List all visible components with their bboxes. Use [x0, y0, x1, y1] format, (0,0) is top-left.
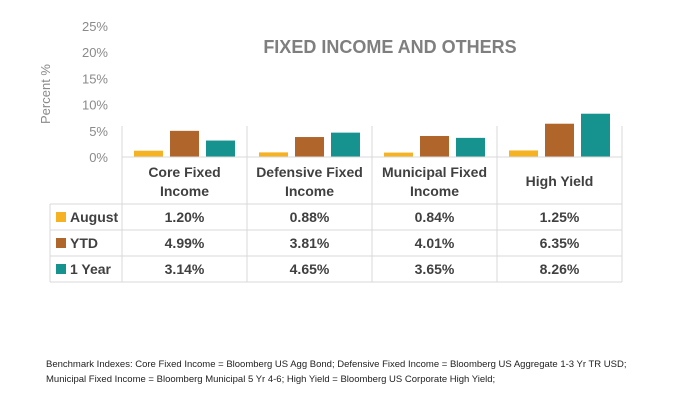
bar-ytd	[170, 130, 199, 157]
y-tick-label: 10%	[82, 98, 108, 113]
footnote-line: Municipal Fixed Income = Bloomberg Munic…	[46, 374, 496, 385]
legend-swatch	[56, 212, 66, 222]
category-label: High Yield	[526, 173, 594, 189]
table-cell-value: 0.88%	[290, 209, 330, 225]
bar-1-year	[206, 140, 235, 157]
y-tick-label: 5%	[89, 124, 108, 139]
table-cell-value: 3.14%	[165, 261, 205, 277]
table-cell-value: 1.20%	[165, 209, 205, 225]
legend-swatch	[56, 264, 66, 274]
y-axis-label: Percent %	[38, 64, 53, 124]
bar-1-year	[581, 113, 610, 157]
category-label: Municipal Fixed	[382, 164, 487, 180]
table-cell-value: 8.26%	[540, 261, 580, 277]
bar-august	[134, 150, 163, 157]
chart-title: FIXED INCOME AND OTHERS	[263, 37, 516, 57]
y-tick-label: 25%	[82, 19, 108, 34]
series-label: YTD	[70, 235, 98, 251]
table-cell-value: 3.81%	[290, 235, 330, 251]
bar-ytd	[545, 123, 574, 157]
y-tick-label: 15%	[82, 71, 108, 86]
bar-august	[259, 152, 288, 157]
footnote-line: Benchmark Indexes: Core Fixed Income = B…	[46, 359, 627, 370]
bar-august	[509, 150, 538, 157]
bar-august	[384, 152, 413, 157]
legend-swatch	[56, 238, 66, 248]
category-label: Core Fixed	[148, 164, 220, 180]
category-label: Income	[160, 183, 209, 199]
table-cell-value: 6.35%	[540, 235, 580, 251]
table-cell-value: 4.65%	[290, 261, 330, 277]
table-cell-value: 3.65%	[415, 261, 455, 277]
category-label: Defensive Fixed	[256, 164, 363, 180]
table-cell-value: 4.01%	[415, 235, 455, 251]
bar-ytd	[295, 137, 324, 157]
category-label: Income	[410, 183, 459, 199]
y-tick-label: 0%	[89, 150, 108, 165]
table-cell-value: 0.84%	[415, 209, 455, 225]
table-cell-value: 4.99%	[165, 235, 205, 251]
series-label: August	[70, 209, 119, 225]
bar-1-year	[456, 137, 485, 157]
table-cell-value: 1.25%	[540, 209, 580, 225]
y-tick-label: 20%	[82, 45, 108, 60]
category-label: Income	[285, 183, 334, 199]
bar-ytd	[420, 135, 449, 157]
bar-1-year	[331, 132, 360, 157]
footnote: Benchmark Indexes: Core Fixed Income = B…	[46, 357, 666, 387]
chart: FIXED INCOME AND OTHERS Percent % 0% 5% 10…	[38, 19, 623, 283]
series-label: 1 Year	[70, 261, 112, 277]
